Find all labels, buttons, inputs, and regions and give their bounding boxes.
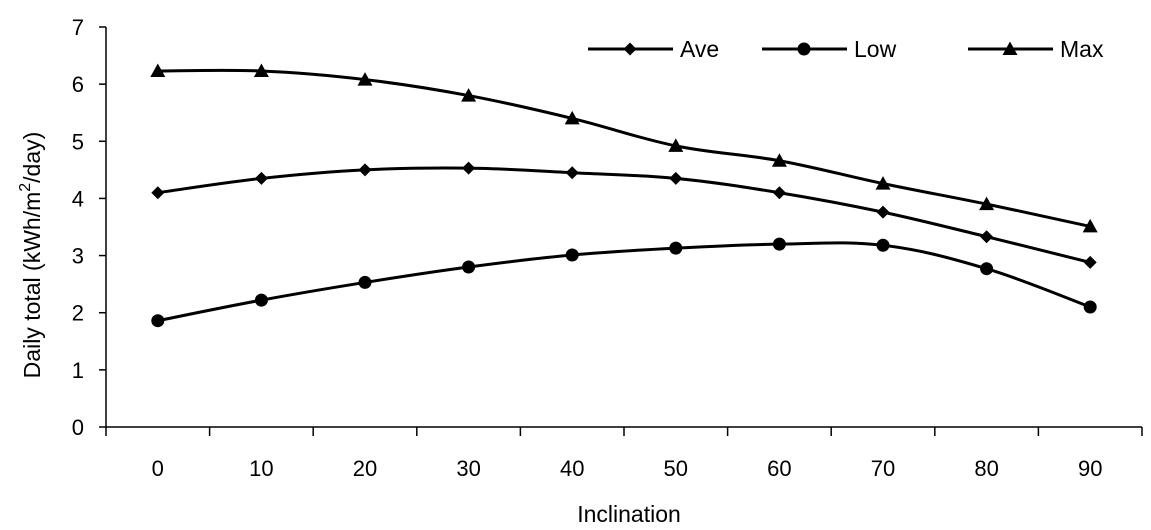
data-point-low [462,260,476,274]
series-low [151,237,1097,328]
data-point-ave [151,186,165,200]
y-tick-label: 6 [72,72,84,97]
data-point-low [151,314,165,328]
data-point-ave [669,171,683,185]
legend-marker-ave [623,42,637,56]
data-point-ave [254,171,268,185]
series-ave [151,161,1097,269]
data-point-low [980,262,994,276]
series-line-low [156,241,1092,323]
y-tick-label: 3 [72,244,84,269]
series-max [150,63,1098,233]
legend-item-ave: Ave [588,36,719,62]
data-point-low [669,241,683,255]
data-point-ave [358,163,372,177]
x-tick-label: 30 [456,456,480,481]
data-point-max [979,196,995,211]
y-tick-label: 0 [72,415,84,440]
x-tick-label: 90 [1078,456,1102,481]
series-layer [150,63,1098,328]
legend-label-low: Low [854,36,897,62]
axes [105,27,1142,428]
data-point-low [1083,300,1097,314]
y-tick-label: 1 [72,358,84,383]
data-point-max [461,88,477,102]
data-point-max [668,138,684,152]
data-point-low [565,248,579,262]
legend-label-max: Max [1060,36,1104,62]
data-point-low [254,293,268,307]
legend: Ave Low Max [588,36,1104,62]
x-tick-label: 20 [353,456,377,481]
data-point-max [357,72,373,86]
y-axis-ticks: 0 1 2 3 4 5 6 7 [72,15,106,440]
x-tick-label: 60 [767,456,791,481]
x-axis-title: Inclination [577,501,681,527]
legend-marker-max [1002,41,1018,55]
data-point-max [1082,218,1098,233]
y-tick-label: 5 [72,129,84,154]
data-point-max [150,63,166,77]
x-tick-label: 0 [152,456,164,481]
x-tick-label: 10 [249,456,273,481]
y-tick-label: 7 [72,15,84,40]
y-axis-title-main: Daily total (kWh/m [19,192,45,379]
data-point-ave [462,161,476,175]
data-point-max [564,110,580,125]
data-point-ave [565,166,579,180]
data-point-ave [772,186,786,200]
y-axis-title-superscript: 2 [17,183,34,192]
data-point-ave [1083,255,1097,269]
data-point-max [875,176,891,190]
y-axis-title-tail: /day) [19,132,45,183]
x-tick-label: 70 [871,456,895,481]
x-tick-label: 40 [560,456,584,481]
data-point-low [358,275,372,289]
data-point-max [771,153,787,167]
y-axis-title: Daily total (kWh/m2/day) [17,132,45,379]
data-point-ave [876,205,890,219]
data-point-ave [980,230,994,244]
legend-item-low: Low [762,36,897,62]
x-tick-label: 50 [664,456,688,481]
data-point-low [772,237,786,251]
data-point-max [253,63,269,77]
legend-item-max: Max [968,36,1104,62]
series-line-max [156,68,1092,228]
series-line-ave [156,166,1092,264]
data-point-low [876,238,890,252]
legend-marker-low [797,42,811,56]
y-tick-label: 2 [72,301,84,326]
x-axis-ticks: 0 10 20 30 40 50 60 70 80 90 [105,427,1143,481]
y-tick-label: 4 [72,186,84,211]
legend-label-ave: Ave [680,36,719,62]
x-tick-label: 80 [974,456,998,481]
